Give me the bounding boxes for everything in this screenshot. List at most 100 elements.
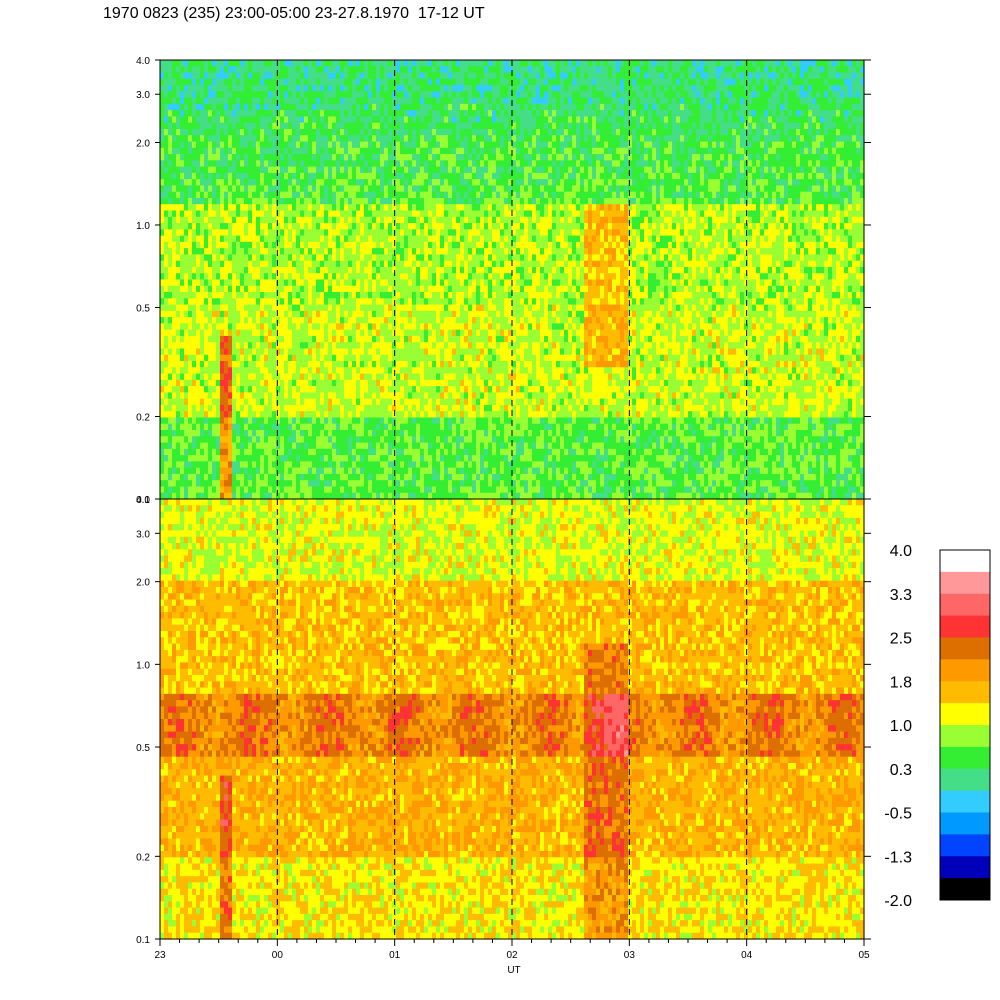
spectrogram-cell <box>176 154 181 161</box>
spectrogram-cell <box>488 110 493 118</box>
spectrogram-cell <box>568 160 573 168</box>
spectrogram-cell <box>356 204 361 212</box>
spectrogram-cell <box>556 128 561 136</box>
spectrogram-cell <box>676 103 681 111</box>
spectrogram-cell <box>232 172 237 180</box>
spectrogram-cell <box>856 185 861 193</box>
spectrogram-cell <box>268 223 273 230</box>
spectrogram-cell <box>352 85 357 92</box>
spectrogram-cell <box>852 216 857 224</box>
spectrogram-cell <box>720 179 725 187</box>
spectrogram-cell <box>688 60 693 67</box>
spectrogram-cell <box>292 154 297 161</box>
spectrogram-cell <box>520 78 525 86</box>
spectrogram-cell <box>224 210 229 218</box>
spectrogram-cell <box>612 229 617 237</box>
spectrogram-cell <box>856 166 861 174</box>
spectrogram-cell <box>828 147 833 155</box>
spectrogram-cell <box>844 160 849 168</box>
spectrogram-cell <box>592 141 597 149</box>
spectrogram-cell <box>212 223 217 230</box>
spectrogram-cell <box>296 197 301 205</box>
spectrogram-cell <box>172 191 177 199</box>
spectrogram-cell <box>500 229 505 237</box>
spectrogram-cell <box>740 210 745 218</box>
spectrogram-cell <box>316 197 321 205</box>
spectrogram-cell <box>332 141 337 149</box>
spectrogram-cell <box>184 166 189 174</box>
spectrogram-cell <box>392 122 397 130</box>
spectrogram-cell <box>668 110 673 118</box>
spectrogram-cell <box>848 166 853 174</box>
spectrogram-cell <box>596 166 601 174</box>
spectrogram-cell <box>860 229 865 237</box>
spectrogram-cell <box>664 128 669 136</box>
spectrogram-cell <box>208 122 213 130</box>
spectrogram-cell <box>788 128 793 136</box>
spectrogram-cell <box>304 135 309 143</box>
spectrogram-cell <box>836 66 841 74</box>
spectrogram-cell <box>516 160 521 168</box>
spectrogram-cell <box>656 197 661 205</box>
spectrogram-cell <box>712 110 717 118</box>
spectrogram-cell <box>324 128 329 136</box>
spectrogram-cell <box>284 185 289 193</box>
spectrogram-cell <box>388 103 393 111</box>
spectrogram-cell <box>696 116 701 124</box>
spectrogram-cell <box>264 172 269 180</box>
spectrogram-cell <box>660 147 665 155</box>
spectrogram-cell <box>380 229 385 237</box>
spectrogram-cell <box>856 147 861 155</box>
spectrogram-cell <box>760 197 765 205</box>
spectrogram-cell <box>680 135 685 143</box>
spectrogram-cell <box>696 141 701 149</box>
spectrogram-cell <box>392 204 397 212</box>
spectrogram-cell <box>768 78 773 86</box>
spectrogram-cell <box>236 103 241 111</box>
spectrogram-cell <box>624 229 629 237</box>
spectrogram-cell <box>604 116 609 124</box>
spectrogram-cell <box>396 154 401 161</box>
spectrogram-cell <box>328 122 333 130</box>
spectrogram-cell <box>240 223 245 230</box>
spectrogram-cell <box>572 210 577 218</box>
spectrogram-cell <box>300 160 305 168</box>
spectrogram-cell <box>752 179 757 187</box>
spectrogram-cell <box>424 223 429 230</box>
spectrogram-cell <box>384 235 389 243</box>
spectrogram-cell <box>748 135 753 143</box>
spectrogram-cell <box>400 141 405 149</box>
spectrogram-cell <box>384 154 389 161</box>
spectrogram-cell <box>764 229 769 237</box>
spectrogram-cell <box>412 78 417 86</box>
spectrogram-cell <box>324 66 329 74</box>
spectrogram-cell <box>648 103 653 111</box>
spectrogram-cell <box>260 172 265 180</box>
spectrogram-cell <box>712 128 717 136</box>
spectrogram-cell <box>832 197 837 205</box>
spectrogram-cell <box>544 110 549 118</box>
spectrogram-cell <box>536 66 541 74</box>
spectrogram-cell <box>840 78 845 86</box>
spectrogram-cell <box>544 185 549 193</box>
spectrogram-cell <box>384 229 389 237</box>
spectrogram-cell <box>632 116 637 124</box>
spectrogram-cell <box>788 135 793 143</box>
spectrogram-cell <box>860 147 865 155</box>
spectrogram-cell <box>204 85 209 92</box>
spectrogram-cell <box>208 103 213 111</box>
spectrogram-cell <box>640 204 645 212</box>
spectrogram-cell <box>472 103 477 111</box>
spectrogram-cell <box>412 235 417 243</box>
spectrogram-cell <box>264 78 269 86</box>
spectrogram-cell <box>484 191 489 199</box>
spectrogram-cell <box>784 85 789 92</box>
spectrogram-cell <box>724 128 729 136</box>
spectrogram-cell <box>812 72 817 80</box>
spectrogram-cell <box>476 223 481 230</box>
spectrogram-cell <box>572 185 577 193</box>
spectrogram-cell <box>312 179 317 187</box>
spectrogram-cell <box>384 210 389 218</box>
spectrogram-cell <box>444 135 449 143</box>
spectrogram-cell <box>556 210 561 218</box>
